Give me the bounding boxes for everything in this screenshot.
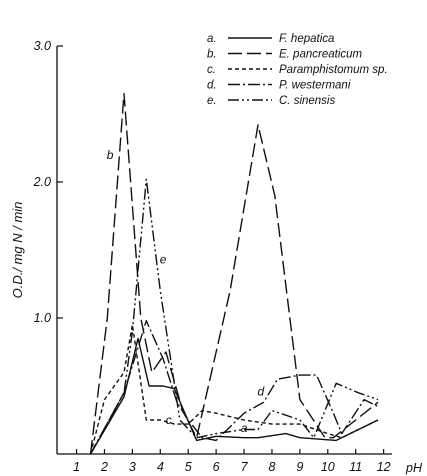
legend-letter: e. <box>207 95 217 107</box>
x-axis-label: pH <box>405 461 423 475</box>
y-tick-label: 1.0 <box>34 311 51 325</box>
x-tick-label: 10 <box>321 460 335 474</box>
legend-label: F. hepatica <box>279 33 334 45</box>
x-tick-label: 11 <box>349 460 362 474</box>
curve-label-c: c <box>166 413 172 427</box>
legend-letter: c. <box>207 64 216 76</box>
legend-label: Paramphistomum sp. <box>279 64 388 76</box>
y-tick-label: 2.0 <box>33 175 51 189</box>
x-tick-label: 7 <box>241 460 249 474</box>
x-tick-label: 4 <box>157 460 164 474</box>
x-tick-label: 3 <box>129 460 136 474</box>
x-tick-label: 5 <box>185 460 192 474</box>
x-tick-label: 9 <box>296 460 303 474</box>
legend-label: C. sinensis <box>279 95 335 107</box>
x-tick-label: 2 <box>100 460 108 474</box>
legend-letter: d. <box>207 80 217 92</box>
curve-label-e: e <box>160 253 167 267</box>
y-tick-label: 3.0 <box>34 39 51 53</box>
curve-label-d: d <box>257 385 264 399</box>
curve-label-b: b <box>107 148 114 162</box>
series-line-e <box>89 178 379 455</box>
legend-letter: b. <box>207 49 217 61</box>
x-tick-label: 6 <box>213 460 220 474</box>
legend-letter: a. <box>207 33 217 45</box>
legend-label: P. westermani <box>279 80 351 92</box>
x-tick-label: 1 <box>73 460 80 474</box>
legend-label: E. pancreaticum <box>279 49 363 61</box>
curve-label-a: a <box>241 421 248 435</box>
series-line-b <box>89 92 379 455</box>
series-line-d <box>89 320 379 455</box>
series-line-c <box>89 324 379 455</box>
x-tick-label: 12 <box>377 460 391 474</box>
x-tick-label: 8 <box>268 460 275 474</box>
y-axis-label: O.D./ mg N / min <box>10 202 25 299</box>
